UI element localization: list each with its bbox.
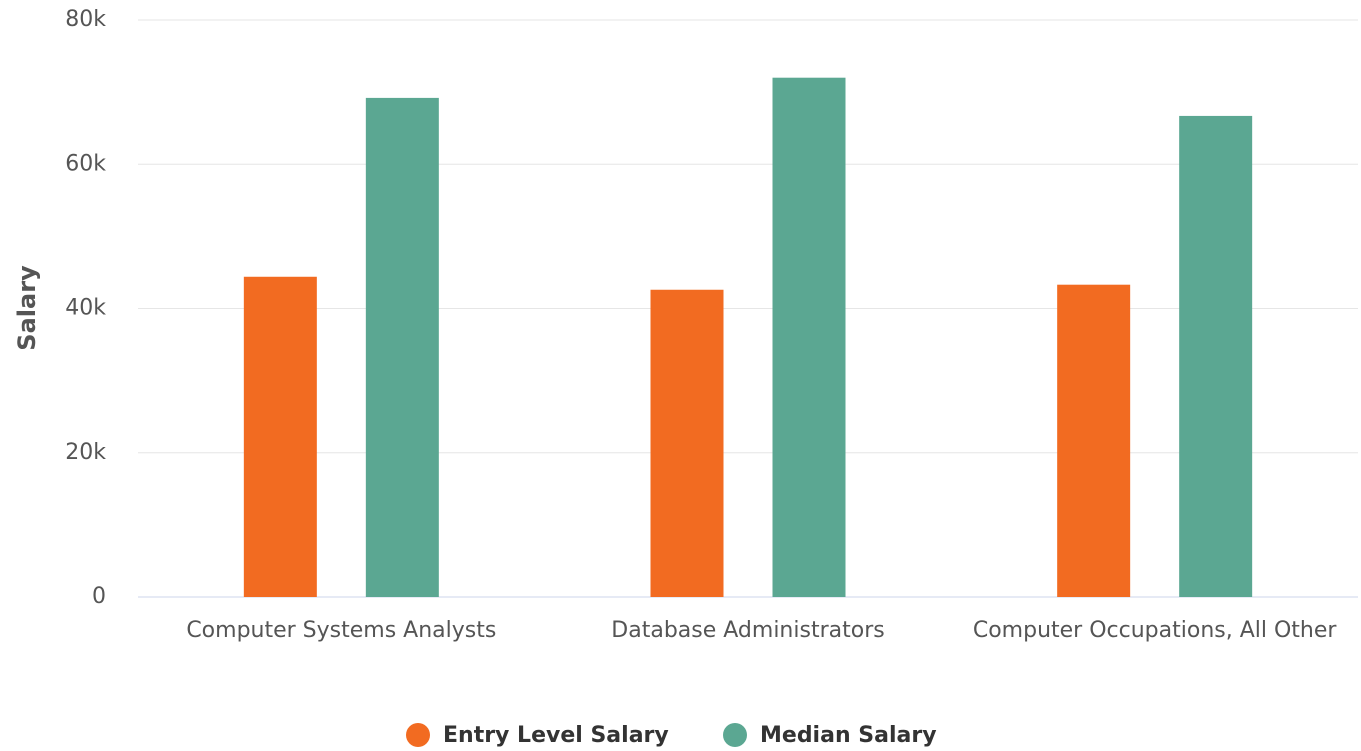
y-axis-title: Salary: [13, 265, 41, 351]
x-tick-label: Computer Systems Analysts: [186, 618, 496, 643]
y-tick-label: 40k: [65, 296, 106, 321]
legend-label: Median Salary: [760, 723, 937, 748]
bar: [650, 289, 724, 597]
x-tick-label: Computer Occupations, All Other: [973, 618, 1338, 643]
bar: [365, 97, 439, 598]
y-tick-label: 80k: [65, 7, 106, 32]
bar: [1179, 115, 1253, 598]
legend-marker: [723, 723, 747, 747]
bar: [1057, 284, 1131, 597]
y-tick-label: 60k: [65, 151, 106, 176]
bar: [243, 276, 317, 597]
legend-marker: [406, 723, 430, 747]
y-tick-label: 20k: [65, 440, 106, 465]
legend-label: Entry Level Salary: [443, 723, 669, 748]
y-tick-label: 0: [92, 584, 106, 609]
bar: [772, 77, 846, 597]
x-tick-label: Database Administrators: [611, 618, 884, 643]
